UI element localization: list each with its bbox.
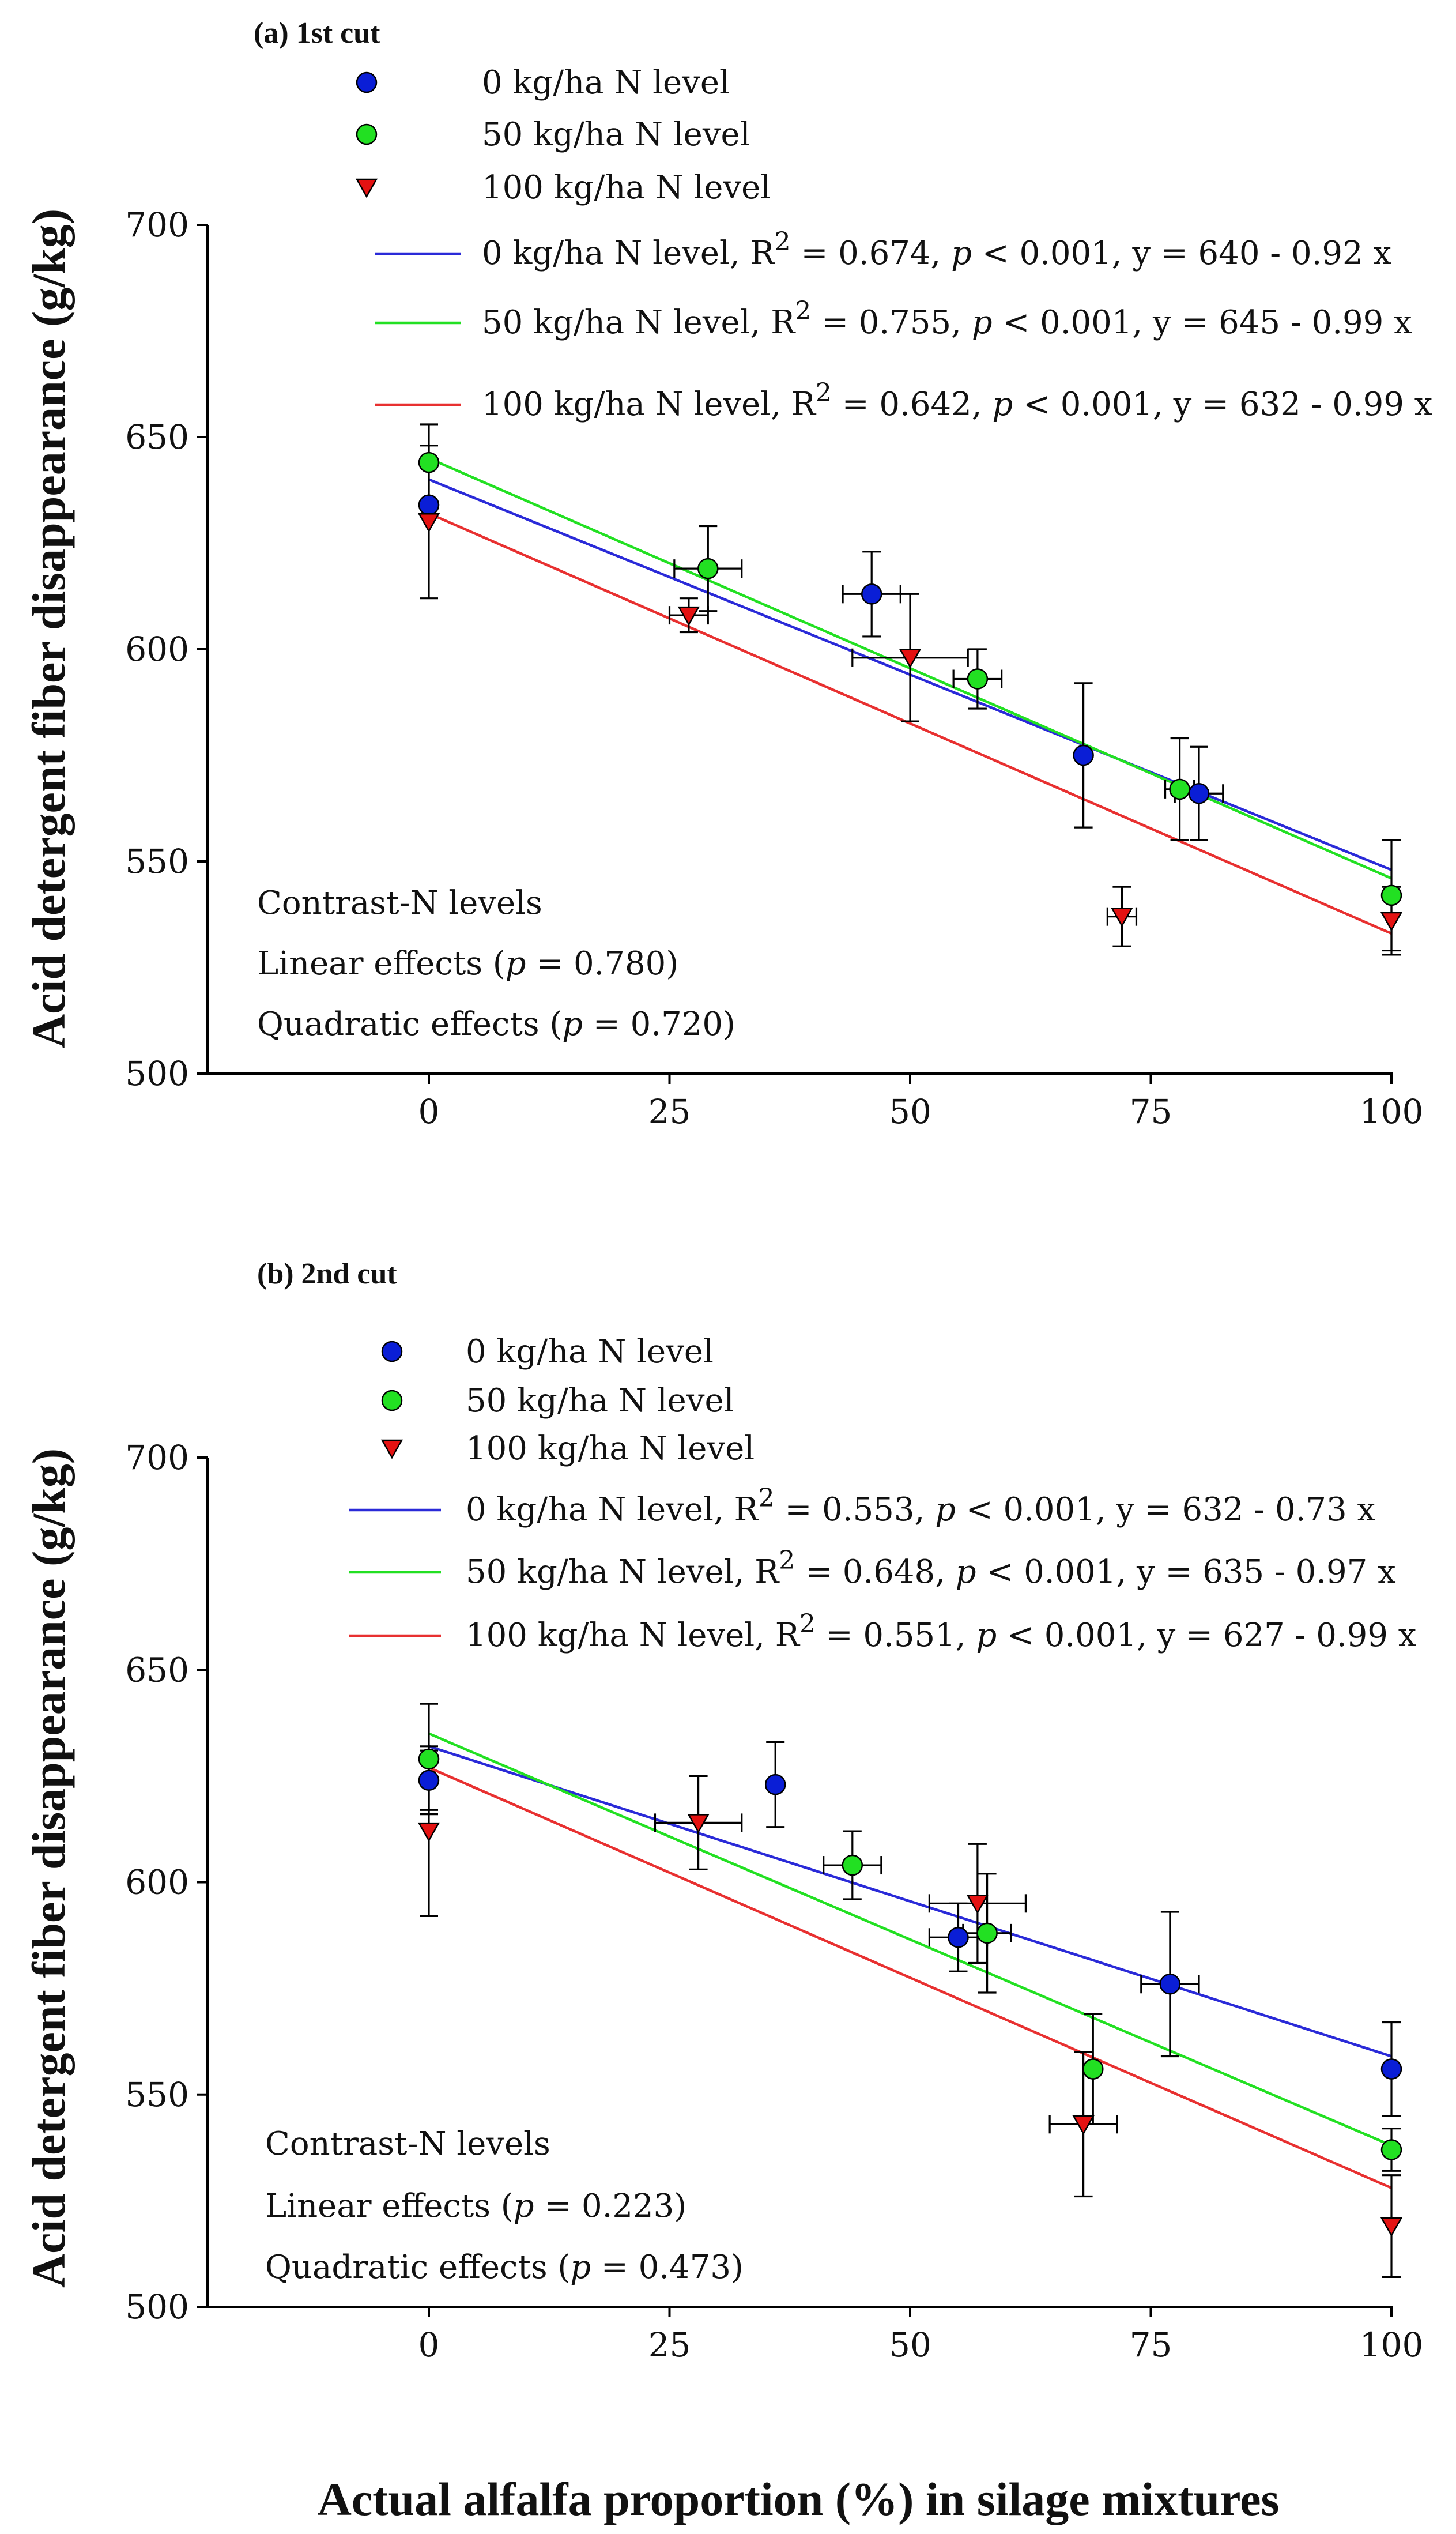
data-point-circle [697,558,719,579]
y-tick-label: 700 [125,1438,189,1477]
fit-line-50N [428,1732,1392,2147]
data-point-triangle [417,513,440,533]
data-point-circle [1188,782,1210,804]
x-axis-label: Actual alfalfa proportion (%) in silage … [318,2473,1280,2525]
data-point-triangle [677,606,700,626]
legend-fit-label: 100 kg/ha N level, R2 = 0.551, p < 0.001… [466,1609,1416,1654]
y-tick-label: 600 [125,1863,189,1902]
legend-label: 50 kg/ha N level [482,116,750,153]
legend-marker-circle [381,1390,403,1411]
legend-label: 0 kg/ha N level [482,64,730,101]
legend-marker-circle [356,123,378,145]
data-point-circle [948,1926,969,1948]
x-tick-label: 25 [648,2325,691,2364]
y-tick-label: 650 [125,1650,189,1689]
legend-label: 50 kg/ha N level [466,1382,734,1420]
legend-label: 0 kg/ha N level [466,1333,714,1370]
y-tick-label: 650 [125,417,189,457]
legend-fit-label: 100 kg/ha N level, R2 = 0.642, p < 0.001… [482,378,1432,423]
data-point-triangle [1111,908,1133,928]
legend-fit-label: 0 kg/ha N level, R2 = 0.674, p < 0.001, … [482,227,1391,272]
legend-fit-label: 50 kg/ha N level, R2 = 0.755, p < 0.001,… [482,296,1412,341]
y-axis-label-top: Acid detergent fiber disappearance (g/kg… [22,209,75,1048]
legend-marker-triangle [380,1439,403,1459]
panel-title: (a) 1st cut [254,17,380,50]
y-tick-label: 550 [125,2075,189,2114]
fit-line-100N [428,1766,1392,2189]
data-point-circle [418,494,440,516]
data-point-circle [967,668,989,690]
data-point-circle [1073,744,1094,766]
x-tick-label: 100 [1360,2325,1424,2364]
data-point-circle [861,583,882,605]
data-point-triangle [1380,2217,1403,2237]
data-point-triangle [899,649,922,669]
data-point-circle [1169,778,1190,800]
fit-line-0N [428,1745,1392,2058]
y-tick-label: 700 [125,205,189,244]
data-point-triangle [1072,2115,1095,2135]
legend-label: 100 kg/ha N level [482,169,771,206]
legend-marker-triangle [355,178,378,198]
linear-effects-note: Linear effects (p = 0.223) [265,2187,686,2225]
legend-fit-label: 0 kg/ha N level, R2 = 0.553, p < 0.001, … [466,1483,1375,1528]
data-point-circle [1380,884,1402,906]
data-point-circle [418,1748,440,1770]
quadratic-effects-note: Quadratic effects (p = 0.473) [265,2249,744,2286]
y-tick-label: 600 [125,630,189,669]
quadratic-effects-note: Quadratic effects (p = 0.720) [257,1006,735,1043]
data-point-triangle [1380,912,1403,932]
data-point-circle [1380,2058,1402,2080]
y-tick-label: 550 [125,842,189,881]
data-point-triangle [687,1814,710,1833]
data-point-circle [842,1854,863,1876]
y-tick-label: 500 [125,2287,189,2326]
data-point-circle [976,1922,998,1944]
data-point-circle [1082,2058,1104,2080]
data-point-triangle [966,1895,989,1914]
x-tick-label: 0 [418,2325,440,2364]
panel-title: (b) 2nd cut [257,1257,397,1290]
x-tick-label: 75 [1130,1092,1172,1131]
fit-line-100N [428,512,1392,935]
panel-b: (b) 2nd cut 500 550 600 650 700 0 25 50 75 100 0 kg… [125,1257,1423,2364]
x-tick-label: 100 [1360,1092,1424,1131]
data-point-circle [1159,1974,1181,1995]
x-tick-label: 50 [889,2325,931,2364]
x-tick-label: 0 [418,1092,440,1131]
data-point-circle [1380,2139,1402,2160]
data-point-triangle [417,1822,440,1842]
data-point-circle [418,451,440,473]
panel-a: (a) 1st cut 500 550 600 650 700 0 25 50 75 100 0 kg… [125,17,1432,1131]
y-axis-label-bottom: Acid detergent fiber disappearance (g/kg… [22,1448,75,2288]
legend-marker-circle [381,1341,403,1362]
x-tick-label: 25 [648,1092,691,1131]
legend-marker-circle [356,71,378,93]
contrast-heading: Contrast-N levels [265,2125,550,2163]
linear-effects-note: Linear effects (p = 0.780) [257,945,678,982]
y-tick-label: 500 [125,1054,189,1093]
data-point-circle [418,1769,440,1791]
contrast-heading: Contrast-N levels [257,884,542,922]
data-point-circle [764,1774,786,1795]
x-tick-label: 75 [1130,2325,1172,2364]
legend-label: 100 kg/ha N level [466,1430,755,1467]
legend-fit-label: 50 kg/ha N level, R2 = 0.648, p < 0.001,… [466,1546,1396,1591]
x-tick-label: 50 [889,1092,931,1131]
